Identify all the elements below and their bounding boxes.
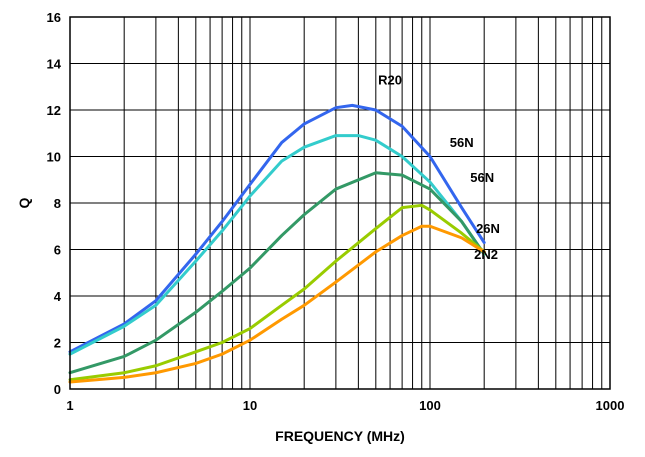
plot-frame bbox=[69, 16, 611, 390]
series-annotations: R20 56N 56N 26N 2N2 bbox=[378, 72, 500, 261]
x-tick-label: 100 bbox=[419, 398, 441, 413]
y-tick-label: 2 bbox=[54, 336, 61, 351]
y-tick-label: 6 bbox=[54, 243, 61, 258]
x-axis-label: FREQUENCY (MHz) bbox=[275, 428, 405, 444]
series-annotation-label: 26N bbox=[476, 221, 500, 236]
y-tick-label: 14 bbox=[47, 57, 62, 72]
series-line-56n-1 bbox=[68, 134, 486, 356]
series-annotation-label: R20 bbox=[378, 72, 402, 87]
y-tick-label: 12 bbox=[47, 103, 61, 118]
x-tick-label: 10 bbox=[243, 398, 257, 413]
data-series bbox=[68, 103, 486, 384]
series-annotation-label: 56N bbox=[450, 135, 474, 150]
series-line-r20-0 bbox=[68, 103, 486, 354]
series-annotation-label: 2N2 bbox=[474, 247, 498, 262]
y-axis-label: Q bbox=[16, 197, 32, 208]
y-tick-label: 16 bbox=[47, 10, 61, 25]
x-tick-label: 1000 bbox=[596, 398, 625, 413]
series-annotation-label: 56N bbox=[470, 170, 494, 185]
series-line-2n2-4 bbox=[68, 224, 486, 384]
tick-labels: 1 10 100 1000 0 2 4 6 8 10 12 14 16 bbox=[47, 10, 625, 413]
y-tick-label: 4 bbox=[54, 289, 62, 304]
series-line-26n-3 bbox=[68, 203, 486, 382]
x-tick-label: 1 bbox=[66, 398, 73, 413]
y-tick-label: 8 bbox=[54, 196, 61, 211]
series-line-56n-2 bbox=[68, 171, 486, 375]
y-tick-label: 0 bbox=[54, 382, 61, 397]
y-tick-label: 10 bbox=[47, 150, 61, 165]
